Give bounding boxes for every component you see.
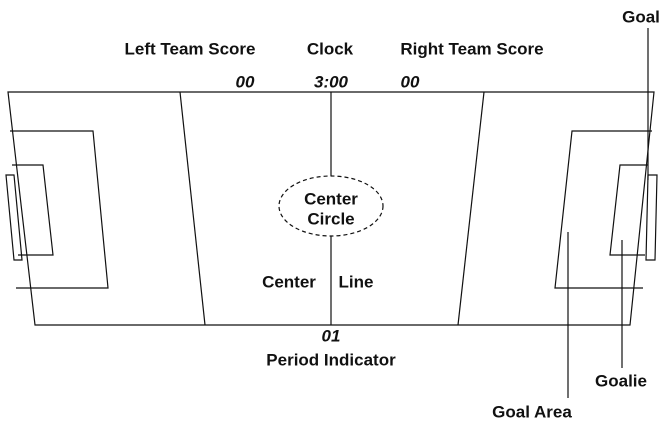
left-goal (5, 174, 23, 261)
center-circle-label: Circle (307, 209, 354, 228)
goal-area-label: Goal Area (492, 402, 572, 421)
left-score-label: Left Team Score (124, 39, 255, 58)
center-line-label: Center (262, 272, 316, 291)
center-line-label: Line (339, 272, 374, 291)
left-line (179, 91, 206, 326)
goal-label: Goal (622, 7, 660, 26)
right-goal-area (609, 164, 648, 256)
right-score: 00 (401, 72, 420, 91)
right-score-label: Right Team Score (400, 39, 543, 58)
period-indicator-label: Period Indicator (266, 350, 396, 369)
goalie-label: Goalie (595, 371, 647, 390)
right-penalty-area (554, 130, 652, 289)
right-goal (645, 174, 658, 261)
center-circle-label: Center (304, 189, 358, 208)
right-line (457, 91, 485, 326)
clock: 3:00 (314, 72, 349, 91)
center-circle (278, 175, 384, 237)
period: 01 (322, 326, 341, 345)
field (7, 91, 655, 326)
left-penalty-area (10, 130, 109, 289)
clock-label: Clock (307, 39, 354, 58)
left-score: 00 (236, 72, 255, 91)
left-goal-area (12, 164, 54, 256)
